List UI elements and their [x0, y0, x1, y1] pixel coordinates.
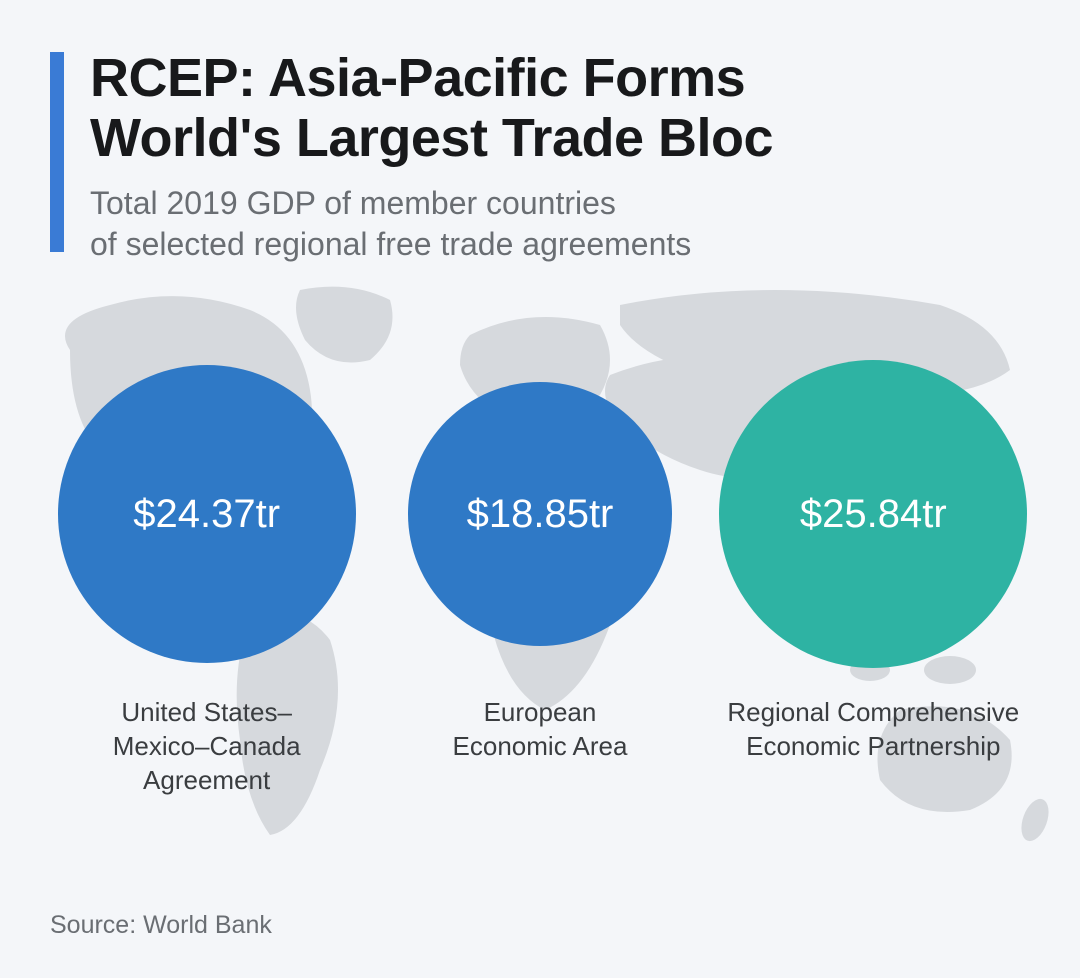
header: RCEP: Asia-Pacific Forms World's Largest…: [0, 0, 1080, 285]
subtitle-line-2: of selected regional free trade agreemen…: [90, 226, 691, 262]
bubble-label-eea: European Economic Area: [453, 696, 628, 764]
bubble-rcep: $25.84tr: [719, 360, 1027, 668]
bubble-col-eea: $18.85tr European Economic Area: [380, 360, 700, 764]
source-text: Source: World Bank: [50, 911, 272, 940]
bubble-value: $24.37tr: [133, 492, 280, 537]
bubble-col-usmca: $24.37tr United States– Mexico–Canada Ag…: [47, 360, 367, 797]
header-accent-bar: [50, 52, 64, 252]
subtitle-line-1: Total 2019 GDP of member countries: [90, 185, 616, 221]
bubble-value: $18.85tr: [467, 492, 614, 537]
bubble-col-rcep: $25.84tr Regional Comprehensive Economic…: [713, 360, 1033, 764]
chart-title: RCEP: Asia-Pacific Forms World's Largest…: [60, 48, 1020, 169]
bubble-eea: $18.85tr: [408, 382, 672, 646]
bubble-row: $24.37tr United States– Mexico–Canada Ag…: [0, 360, 1080, 797]
chart-subtitle: Total 2019 GDP of member countries of se…: [60, 183, 1020, 265]
title-line-2: World's Largest Trade Bloc: [90, 108, 773, 168]
bubble-label-rcep: Regional Comprehensive Economic Partners…: [727, 696, 1019, 764]
bubble-label-usmca: United States– Mexico–Canada Agreement: [113, 696, 301, 797]
title-line-1: RCEP: Asia-Pacific Forms: [90, 48, 745, 108]
bubble-value: $25.84tr: [800, 492, 947, 537]
bubble-usmca: $24.37tr: [58, 365, 356, 663]
